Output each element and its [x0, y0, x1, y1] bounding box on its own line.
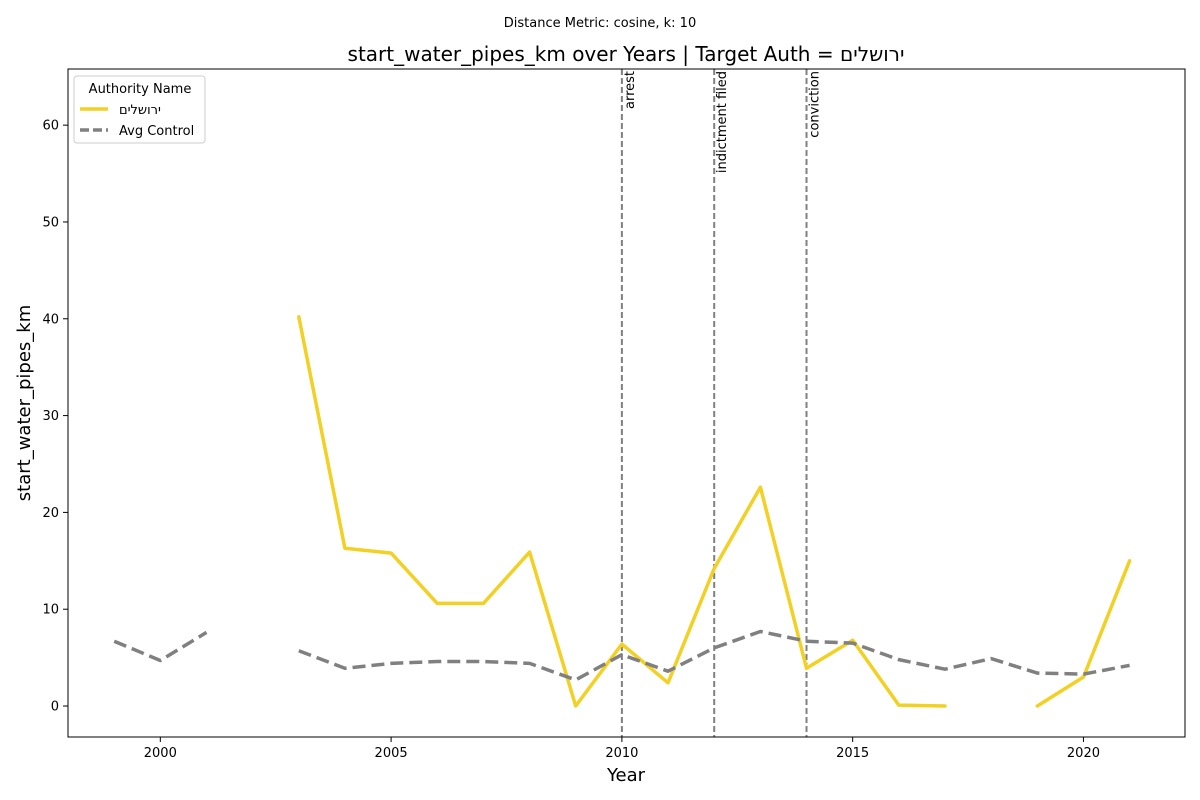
x-tick-label: 2010	[605, 746, 638, 761]
y-tick-label: 0	[51, 700, 59, 715]
y-axis-ticks: 0 10 20 30 40 50 60	[42, 119, 68, 715]
chart-title: start_water_pipes_km over Years | Target…	[348, 42, 905, 66]
event-label: conviction	[808, 71, 823, 138]
x-axis-label: Year	[606, 765, 646, 786]
event-label: indictment filed	[715, 71, 730, 173]
plot-frame	[67, 68, 1186, 738]
x-axis-ticks: 2000 2005 2010 2015 2020	[144, 737, 1100, 761]
legend-title: Authority Name	[89, 82, 192, 97]
y-tick-label: 30	[42, 409, 59, 424]
series-line	[113, 630, 208, 663]
y-tick-label: 50	[42, 215, 59, 230]
x-tick-label: 2015	[836, 746, 869, 761]
legend-label: ירושלים	[119, 103, 161, 118]
y-tick-label: 10	[42, 603, 59, 618]
y-tick-label: 60	[42, 119, 59, 134]
series-line	[297, 315, 947, 708]
x-tick-label: 2005	[375, 746, 408, 761]
legend-entries: ירושלים Avg Control	[80, 103, 194, 139]
y-tick-label: 40	[42, 312, 59, 327]
y-tick-label: 20	[42, 506, 59, 521]
series-lines	[113, 315, 1132, 708]
legend-box	[73, 75, 206, 144]
event-label: arrest	[623, 71, 638, 109]
y-axis-label: start_water_pipes_km	[14, 305, 35, 501]
x-tick-label: 2000	[144, 746, 177, 761]
legend-label: Avg Control	[119, 124, 194, 139]
legend: Authority Name ירושלים Avg Control	[73, 75, 206, 144]
x-tick-label: 2020	[1067, 746, 1100, 761]
series-line	[298, 629, 1130, 682]
chart-suptitle: Distance Metric: cosine, k: 10	[504, 16, 696, 31]
event-markers: arrest indictment filed conviction	[620, 69, 823, 737]
series-line	[1035, 559, 1132, 708]
